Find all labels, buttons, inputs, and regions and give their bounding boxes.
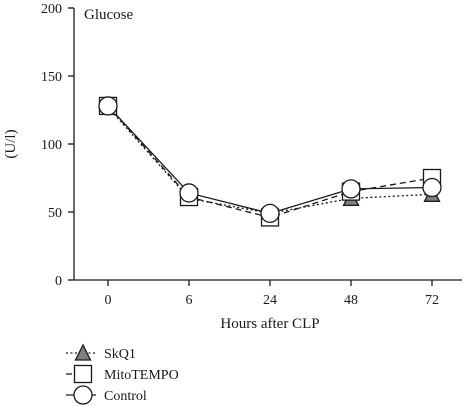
legend-label-control: Control (104, 389, 147, 404)
y-tick-label: 50 (48, 206, 62, 221)
legend: SkQ1 MitoTEMPO Control (66, 343, 179, 405)
legend-marker-control (73, 385, 93, 405)
data-point-control (422, 177, 442, 198)
x-axis-title: Hours after CLP (220, 316, 319, 332)
legend-label-skq1: SkQ1 (104, 347, 136, 362)
data-point-control (341, 179, 361, 199)
data-point-control (98, 96, 118, 116)
x-ticks: 0 6 24 48 72 (105, 280, 439, 308)
chart-title: Glucose (84, 7, 133, 23)
y-tick-label: 150 (41, 70, 62, 85)
data-point-control (179, 183, 199, 203)
legend-marker-skq1 (74, 343, 92, 361)
data-point-control (260, 203, 280, 224)
series-layer (98, 96, 442, 227)
y-ticks: 0 50 100 150 200 (41, 2, 74, 289)
axes (73, 8, 462, 281)
y-tick-label: 0 (55, 274, 62, 289)
legend-label-mitotempo: MitoTEMPO (104, 368, 179, 383)
x-tick-label: 24 (263, 293, 277, 308)
y-axis-title: (U/l) (3, 129, 19, 158)
x-tick-label: 0 (105, 293, 112, 308)
x-tick-label: 48 (344, 293, 358, 308)
x-tick-label: 72 (425, 293, 439, 308)
y-tick-label: 100 (41, 138, 62, 153)
legend-marker-mitotempo (73, 364, 93, 384)
x-tick-label: 6 (186, 293, 193, 308)
y-tick-label: 200 (41, 2, 62, 17)
